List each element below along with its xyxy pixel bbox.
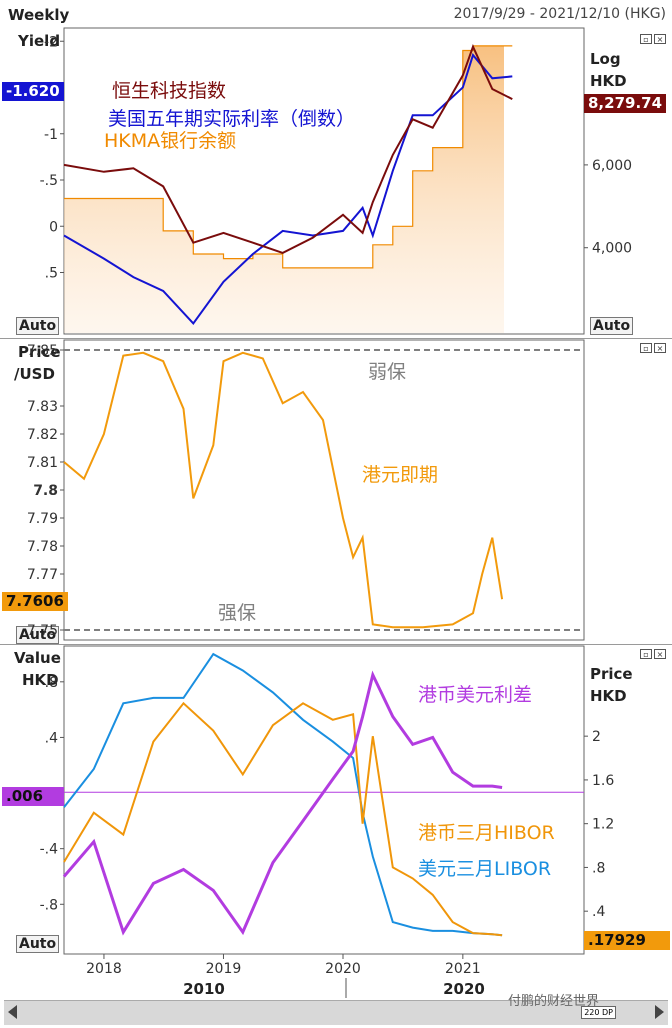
right-tick-label: 6,000	[592, 158, 632, 174]
usdhkd-value-tag: 7.7606	[2, 592, 68, 611]
y-tick-label: 7.85	[27, 343, 58, 359]
right-tick-label: .4	[592, 904, 605, 920]
left-tick-label: 0	[49, 219, 58, 235]
real-rate-value-tag: -1.620	[2, 82, 64, 101]
panel-top-right-axis-title-1: Log	[590, 50, 621, 68]
scroll-left-arrow-icon[interactable]	[8, 1005, 17, 1019]
hibor-line	[63, 701, 503, 937]
right-tick-label: 2	[592, 729, 601, 745]
right-tick-label: .8	[592, 860, 605, 876]
panel-top-auto-left-button[interactable]: Auto	[16, 317, 60, 335]
legend-hstech: 恒生科技指数	[112, 80, 227, 102]
date-range: 2017/9/29 - 2021/12/10 (HKG)	[453, 6, 666, 22]
panel-top-right-axis-title-2: HKD	[590, 72, 627, 90]
panel-middle-window-buttons: ▫ ×	[640, 343, 666, 353]
spread-value-tag: .006	[2, 787, 64, 806]
y-tick-label: 7.82	[27, 427, 58, 443]
panel-bottom-plot: -.8 -.4 .4 .8 .4 .8 1.2 1.6 2	[40, 645, 614, 955]
y-tick-label: 7.81	[27, 455, 58, 471]
left-tick-label: .8	[45, 675, 58, 691]
panel-bottom-right-title-1: Price	[590, 665, 633, 683]
label-weak-peg: 弱保	[368, 361, 407, 383]
x-axis: 2018 2019 2020 2021 2010 2020	[86, 954, 485, 998]
panel-middle-frame	[63, 339, 585, 641]
spread-line	[62, 670, 503, 936]
panel-bottom-window-buttons: ▫ ×	[640, 649, 666, 659]
restore-icon[interactable]: ▫	[640, 649, 652, 659]
panel-bottom: ▫ × Value HKD Price HKD Auto	[0, 644, 672, 957]
restore-icon[interactable]: ▫	[640, 34, 652, 44]
panel-middle-auto-button[interactable]: Auto	[16, 626, 60, 644]
left-tick-label: -.5	[40, 173, 58, 189]
real-rate-line	[63, 53, 513, 325]
left-tick-label: -.8	[40, 897, 58, 913]
libor-value-tag: .17929	[584, 931, 670, 950]
y-tick-label: 7.75	[27, 623, 58, 639]
y-tick-label: 7.78	[27, 539, 58, 555]
zoom-badge: 220 DP	[581, 1006, 616, 1019]
scroll-right-arrow-icon[interactable]	[655, 1005, 664, 1019]
close-icon[interactable]: ×	[654, 649, 666, 659]
x-tick-label: 2020	[325, 961, 361, 977]
panel-top-auto-right-button[interactable]: Auto	[590, 317, 634, 335]
libor-line	[63, 652, 503, 937]
time-scrollbar[interactable]: 220 DP	[4, 1000, 668, 1025]
left-tick-label: .4	[45, 730, 58, 746]
y-tick-label: 7.79	[27, 511, 58, 527]
panel-bottom-frame	[63, 645, 585, 955]
label-libor: 美元三月LIBOR	[418, 858, 552, 880]
left-tick-label: -.4	[40, 842, 59, 858]
panel-middle: ▫ × Price /USD Auto	[0, 338, 672, 645]
panel-top-left-axis-title: Yield	[18, 32, 61, 50]
x-tick-label: 2018	[86, 961, 122, 977]
panel-top-window-buttons: ▫ ×	[640, 34, 666, 44]
frequency-label: Weekly	[8, 6, 70, 24]
panel-bottom-left-title-2: HKD	[22, 671, 59, 689]
x-tick-label: 2019	[206, 961, 242, 977]
right-tick-label: 1.6	[592, 773, 614, 789]
panel-bottom-auto-button[interactable]: Auto	[16, 935, 60, 953]
right-tick-label: 1.2	[592, 817, 614, 833]
right-tick-label: 4,000	[592, 241, 632, 257]
left-tick-label: -1	[44, 127, 58, 143]
y-tick-label: 7.83	[27, 399, 58, 415]
restore-icon[interactable]: ▫	[640, 343, 652, 353]
panel-bottom-left-title-1: Value	[14, 649, 61, 667]
label-strong-peg: 强保	[218, 602, 257, 624]
x-tick-label: 2021	[445, 961, 481, 977]
watermark: 付鹏的财经世界	[508, 994, 600, 1009]
hstech-line	[63, 44, 513, 254]
panel-middle-plot: 7.757.767.777.787.797.87.817.827.837.85	[27, 339, 585, 641]
legend-real-rate: 美国五年期实际利率（倒数）	[108, 108, 356, 130]
panel-top: Weekly 2017/9/29 - 2021/12/10 (HKG) ▫ × …	[0, 0, 672, 338]
hkma-line	[64, 45, 513, 269]
close-icon[interactable]: ×	[654, 343, 666, 353]
hstech-value-tag: 8,279.74	[584, 94, 667, 113]
label-usdhkd: 港元即期	[362, 464, 439, 486]
close-icon[interactable]: ×	[654, 34, 666, 44]
y-tick-label: 7.8	[33, 483, 58, 499]
label-spread: 港币美元利差	[418, 684, 533, 706]
usdhkd-line	[63, 351, 504, 629]
hkma-area	[64, 45, 513, 334]
left-tick-label: .5	[45, 266, 58, 282]
left-tick-label: -2	[44, 34, 58, 50]
label-hibor: 港币三月HIBOR	[418, 822, 555, 844]
x-period-label: 2010	[183, 980, 225, 998]
panel-bottom-right-title-2: HKD	[590, 687, 627, 705]
y-tick-label: 7.77	[27, 567, 58, 583]
legend-hkma: HKMA银行余额	[104, 130, 237, 152]
panel-middle-axis-title-1: Price	[18, 343, 61, 361]
panel-middle-axis-title-2: /USD	[14, 365, 55, 383]
x-period-label: 2020	[443, 980, 485, 998]
